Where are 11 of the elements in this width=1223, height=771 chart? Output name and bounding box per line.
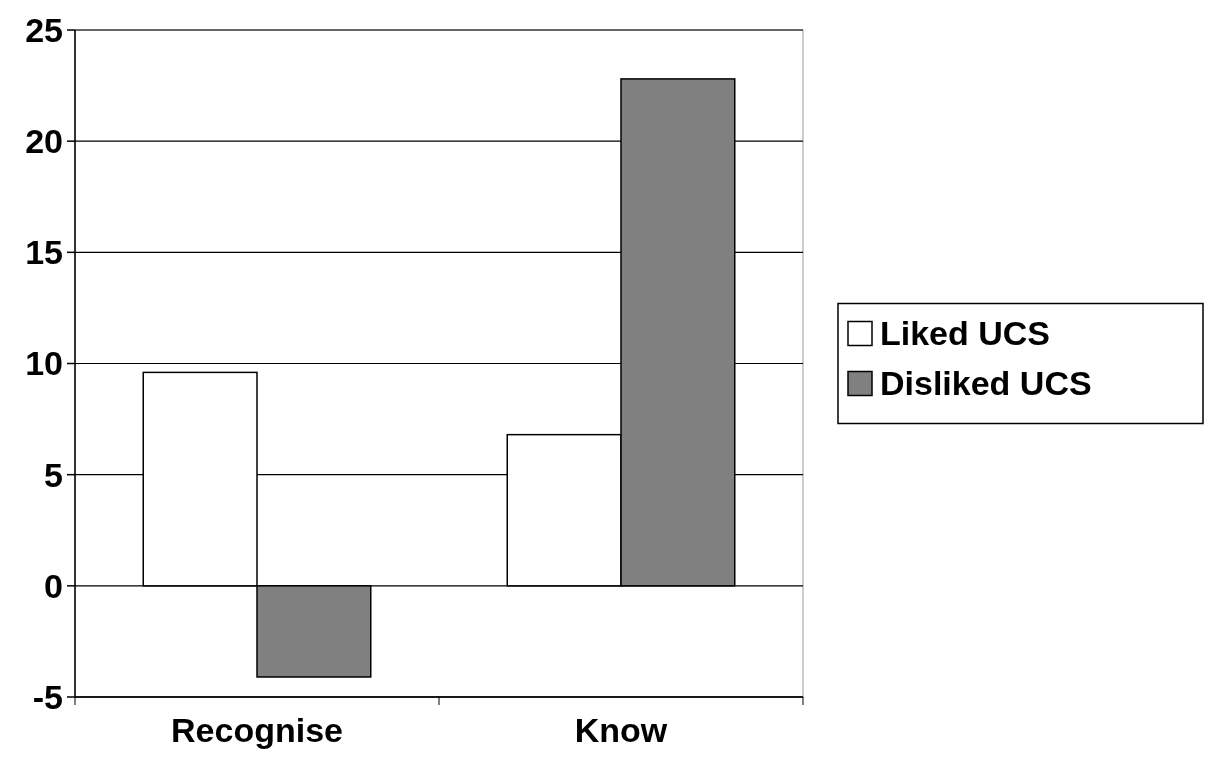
- legend-label: Disliked UCS: [880, 364, 1092, 403]
- y-tick-label: 5: [44, 455, 63, 494]
- x-tick-label: Recognise: [171, 711, 343, 749]
- y-tick-label: 0: [44, 566, 63, 605]
- x-tick-label: Know: [574, 711, 668, 749]
- y-tick-label: 20: [25, 122, 63, 161]
- y-tick-label: 15: [25, 233, 63, 272]
- legend-label: Liked UCS: [880, 314, 1051, 353]
- y-tick-label: -5: [32, 677, 63, 716]
- y-tick-label: 10: [25, 344, 63, 383]
- y-tick-label: 25: [25, 10, 63, 49]
